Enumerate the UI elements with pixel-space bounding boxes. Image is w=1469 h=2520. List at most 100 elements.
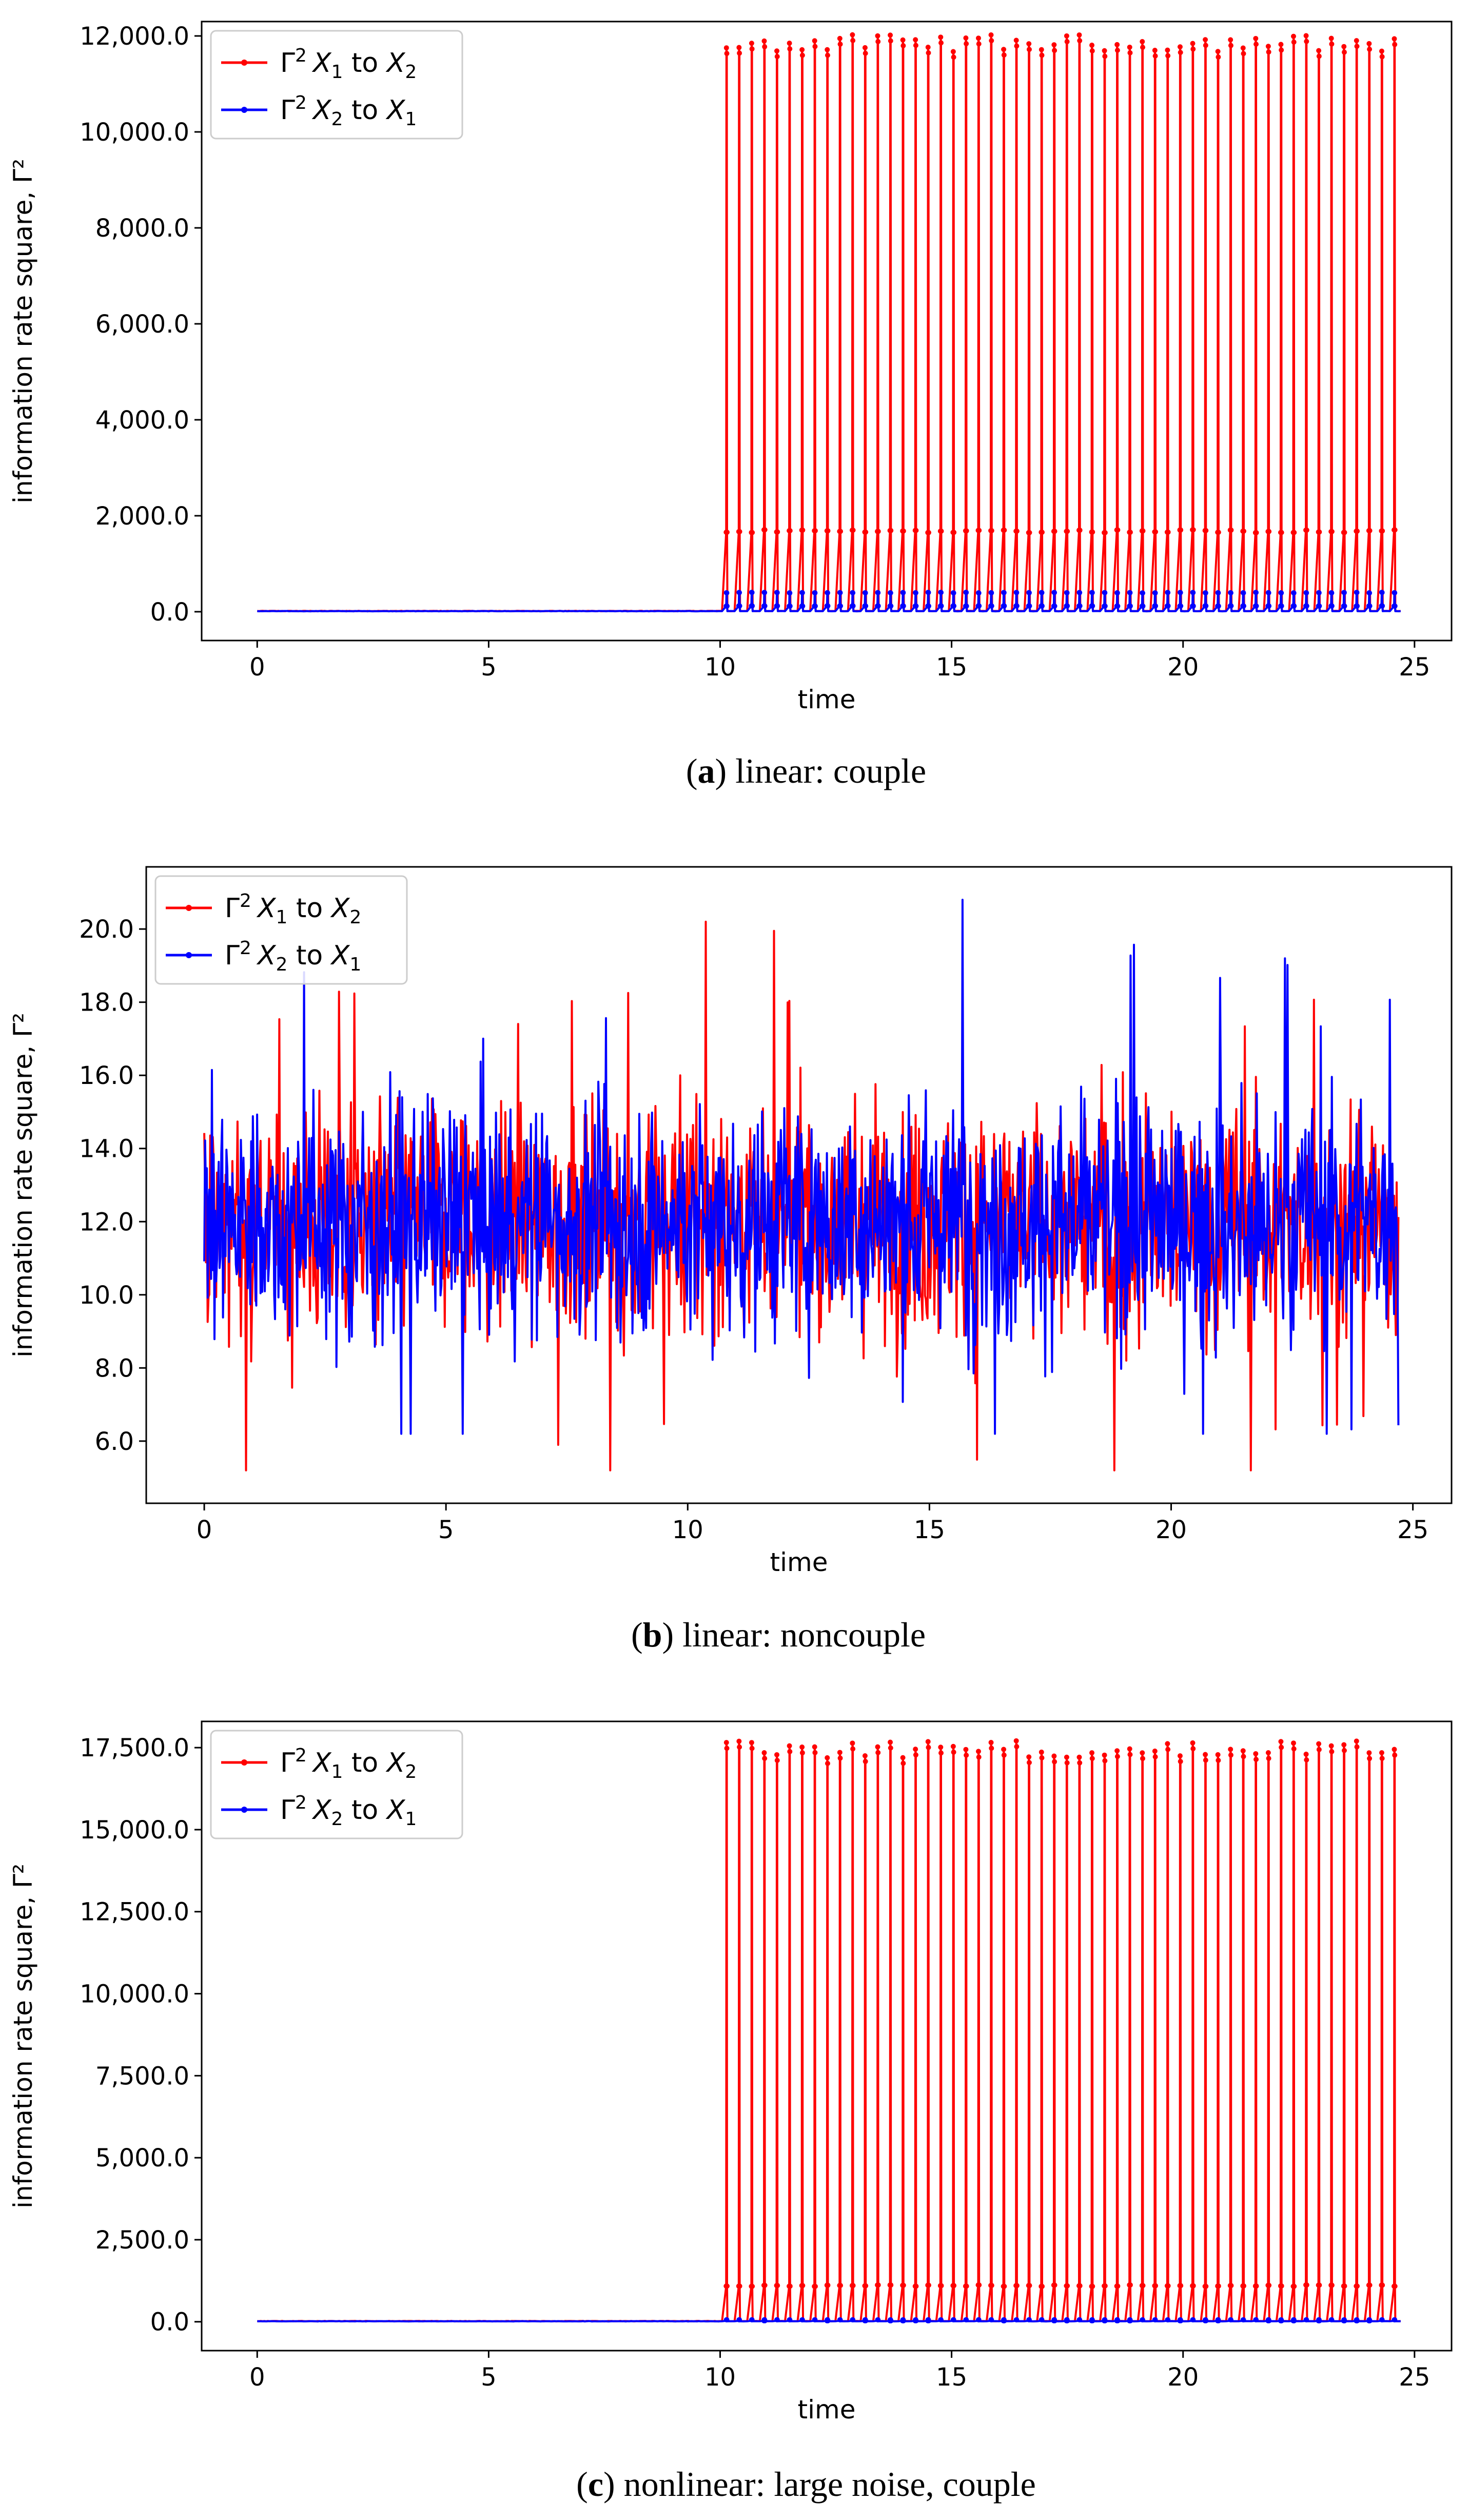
data-point [1317, 2318, 1322, 2323]
data-point [1089, 43, 1095, 48]
data-point [1052, 529, 1057, 534]
data-point [1190, 527, 1196, 533]
data-point [1001, 1747, 1007, 1752]
data-point [913, 603, 919, 609]
legend-var-a: X [311, 1795, 332, 1826]
data-point [1102, 2283, 1108, 2289]
data-point [1367, 2282, 1373, 2288]
data-point [1115, 2283, 1121, 2289]
plot-frame [201, 1720, 1453, 2352]
data-point [1279, 603, 1284, 609]
data-point [850, 590, 856, 595]
legend-subscript-b: 2 [405, 1761, 417, 1782]
data-point [1253, 2317, 1259, 2322]
legend-swatch-marker [241, 1807, 247, 1813]
data-point [1077, 603, 1083, 609]
data-point [1090, 2283, 1095, 2289]
data-point [1316, 590, 1322, 596]
legend-to: to [343, 48, 386, 79]
data-point [926, 590, 931, 595]
data-point [1165, 2283, 1171, 2289]
data-point [1014, 603, 1020, 609]
data-point [1342, 530, 1347, 535]
data-point [1102, 1758, 1108, 1763]
data-point [774, 54, 780, 60]
data-point [900, 603, 906, 609]
data-point [1052, 2282, 1057, 2288]
data-point [775, 603, 780, 609]
data-point [800, 603, 806, 609]
data-point [1379, 590, 1385, 595]
data-point [1127, 590, 1133, 595]
data-point [737, 2283, 742, 2289]
data-point [812, 1744, 817, 1750]
data-point [1001, 52, 1007, 58]
data-point [989, 528, 994, 533]
data-point [1039, 1755, 1045, 1761]
data-point [761, 38, 767, 44]
data-point [913, 2283, 919, 2289]
caption-paren-close: ) [603, 2465, 624, 2504]
data-point [1026, 2317, 1032, 2322]
x-tick-label: 25 [1399, 2363, 1430, 2392]
legend-subscript-a: 1 [331, 62, 343, 83]
y-tick-label: 4,000.0 [95, 406, 189, 435]
data-point [938, 34, 944, 40]
data-point [1140, 603, 1146, 609]
data-point [1089, 1750, 1095, 1756]
data-point [989, 590, 994, 596]
data-point [1178, 2283, 1184, 2289]
data-point [762, 2318, 768, 2323]
data-point [989, 603, 994, 609]
x-tick-label: 15 [914, 1516, 945, 1544]
data-point [1039, 52, 1045, 58]
data-point [1165, 53, 1171, 59]
data-point [1064, 1754, 1069, 1760]
data-point [1279, 530, 1284, 535]
data-point [787, 46, 793, 52]
legend-to: to [343, 1795, 386, 1826]
legend-entry: Γ2 X2 to X1 [280, 1792, 417, 1830]
data-point [1291, 2283, 1297, 2289]
caption-letter: c [588, 2465, 603, 2504]
data-point [825, 47, 830, 52]
data-point [1329, 41, 1335, 47]
data-point [1026, 590, 1032, 595]
data-point [1266, 590, 1271, 595]
data-point [850, 2283, 856, 2289]
legend-superscript: 2 [295, 45, 307, 66]
data-point [913, 528, 919, 533]
data-point [1380, 603, 1385, 609]
legend-entry: Γ2 X1 to X2 [280, 1745, 417, 1782]
data-point [1127, 603, 1133, 609]
data-point [1366, 41, 1372, 46]
data-point [875, 2282, 881, 2288]
data-point [938, 590, 944, 595]
data-point [812, 1750, 818, 1755]
data-point [1077, 1760, 1083, 1766]
data-point [938, 2317, 944, 2322]
data-point [925, 1739, 931, 1744]
legend-var-b: X [385, 95, 406, 126]
x-axis-label: time [770, 1547, 828, 1577]
data-point [723, 45, 729, 51]
caption: (c) nonlinear: large noise, couple [576, 2465, 1036, 2504]
data-point [875, 39, 881, 45]
data-point [1355, 603, 1360, 609]
plot-frame [145, 866, 1453, 1504]
data-point [1026, 1754, 1032, 1760]
data-point [749, 46, 755, 52]
data-point [762, 2282, 768, 2288]
data-point [976, 2282, 982, 2288]
data-point [1190, 2317, 1196, 2322]
data-point [1379, 54, 1385, 60]
data-point [888, 2282, 894, 2288]
data-point [724, 530, 730, 535]
data-point [1304, 527, 1309, 533]
x-tick-label: 0 [249, 2363, 265, 2392]
data-point [1355, 528, 1360, 534]
data-point [1027, 603, 1032, 609]
data-point [951, 54, 956, 60]
data-point [1266, 2282, 1272, 2288]
data-point [737, 50, 742, 56]
